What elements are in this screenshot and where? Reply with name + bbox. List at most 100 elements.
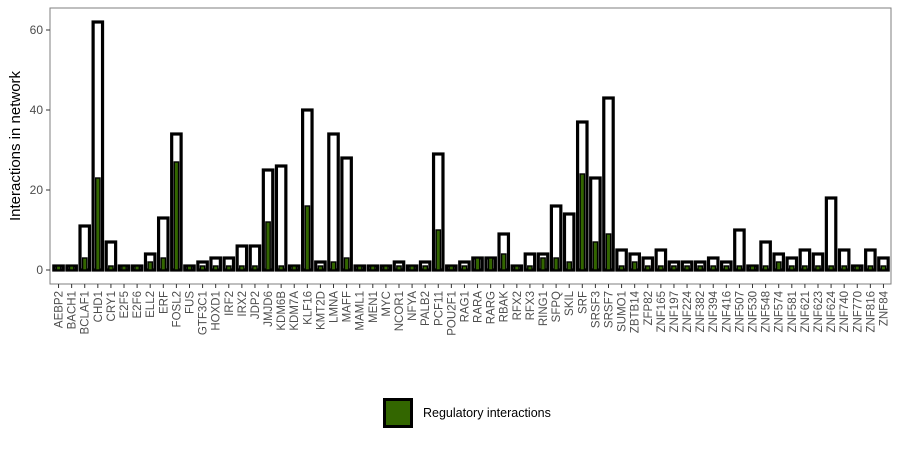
bar-regulatory-rfx2 xyxy=(513,265,520,271)
bar-regulatory-srf xyxy=(579,173,586,271)
x-tick-label-palb2: PALB2 xyxy=(420,291,432,326)
bar-regulatory-irf2 xyxy=(225,265,232,271)
bar-regulatory-ell2 xyxy=(147,261,154,271)
bar-regulatory-znf623 xyxy=(815,265,821,271)
bar-regulatory-bach1 xyxy=(68,265,75,271)
x-tick-label-znf416: ZNF416 xyxy=(721,291,733,333)
x-axis: AEBP2 BACH1 BCLAF1 CHD1 CRY1 E2F5 E2F6 ELL2 ERF F… xyxy=(54,284,890,336)
x-tick-label-rag1: RAG1 xyxy=(459,291,471,322)
bar-regulatory-e2f5 xyxy=(121,265,127,271)
bar-regulatory-znf621 xyxy=(802,265,808,271)
x-tick-label-e2f5: E2F5 xyxy=(119,291,131,319)
x-tick-label-cry1: CRY1 xyxy=(106,291,118,321)
x-tick-label-znf197: ZNF197 xyxy=(669,291,681,333)
x-tick-label-hoxd1: HOXD1 xyxy=(211,291,223,331)
bar-regulatory-myc xyxy=(383,265,389,271)
bar-regulatory-znf548 xyxy=(762,265,769,271)
x-tick-label-znf224: ZNF224 xyxy=(682,290,694,332)
x-tick-label-lmna: LMNA xyxy=(329,291,341,323)
bar-regulatory-bclaf1 xyxy=(81,257,88,271)
bar-total-lmna xyxy=(327,132,340,272)
bar-regulatory-rbak xyxy=(500,253,507,271)
x-tick-label-rfx3: RFX3 xyxy=(525,291,537,320)
bar-regulatory-rag1 xyxy=(461,265,468,271)
bar-regulatory-znf197 xyxy=(671,265,677,271)
y-tick-label: 20 xyxy=(30,183,44,197)
bar-regulatory-sumo1 xyxy=(618,265,625,271)
bar-regulatory-cry1 xyxy=(108,265,114,271)
bar-regulatory-znf224 xyxy=(684,265,690,271)
bar-chart-svg: 0 20 40 60 AEBP2 BACH1 BCLAF1 CHD1 CRY1 E2F5 E2F6… xyxy=(7,7,892,336)
bar-regulatory-zfp82 xyxy=(644,265,651,271)
bar-total-maff xyxy=(340,156,353,272)
bar-regulatory-kdm6b xyxy=(278,265,285,271)
bar-regulatory-znf624 xyxy=(828,265,834,271)
bar-regulatory-jmjd6 xyxy=(265,221,271,271)
bar-regulatory-skil xyxy=(566,261,573,271)
x-tick-label-znf624: ZNF624 xyxy=(826,290,838,332)
x-tick-label-ring1: RING1 xyxy=(538,291,550,326)
x-tick-label-fus: FUS xyxy=(184,291,196,314)
y-tick-label: 40 xyxy=(30,103,44,117)
plot-panel xyxy=(49,7,892,285)
legend-swatch-regulatory xyxy=(383,398,413,428)
bar-regulatory-fosl2 xyxy=(173,161,180,271)
x-tick-label-myc: MYC xyxy=(381,291,393,317)
bar-regulatory-srsf7 xyxy=(605,233,612,271)
x-tick-label-ncor1: NCOR1 xyxy=(394,291,406,331)
x-tick-label-maml1: MAML1 xyxy=(355,291,367,331)
x-tick-label-kmt2d: KMT2D xyxy=(315,291,327,330)
x-tick-label-zbtb14: ZBTB14 xyxy=(630,290,642,333)
x-tick-label-znf621: ZNF621 xyxy=(800,291,812,333)
x-tick-label-jmjd6: JMJD6 xyxy=(263,291,275,327)
x-tick-label-rfx2: RFX2 xyxy=(512,291,524,320)
bars-layer xyxy=(52,20,890,272)
bar-regulatory-sfpq xyxy=(553,257,559,271)
x-tick-label-bclaf1: BCLAF1 xyxy=(80,291,92,334)
bar-regulatory-klf16 xyxy=(304,205,311,271)
bar-regulatory-znf416 xyxy=(723,265,730,271)
bar-regulatory-znf382 xyxy=(697,265,704,271)
bar-regulatory-gtf3c1 xyxy=(199,265,206,271)
x-tick-label-ell2: ELL2 xyxy=(145,291,157,318)
y-tick-label: 60 xyxy=(30,23,44,37)
bar-regulatory-nfya xyxy=(409,265,415,271)
bar-regulatory-jdp2 xyxy=(252,265,258,271)
x-tick-label-maff: MAFF xyxy=(342,291,354,322)
x-tick-label-znf574: ZNF574 xyxy=(774,290,786,332)
bar-regulatory-znf816 xyxy=(867,265,874,271)
bar-regulatory-kmt2d xyxy=(317,265,324,271)
bar-regulatory-fus xyxy=(186,265,193,271)
bar-total-kdm6b xyxy=(274,164,288,272)
bar-regulatory-hoxd1 xyxy=(212,265,219,271)
x-tick-label-znf382: ZNF382 xyxy=(695,291,707,333)
bar-total-znf507 xyxy=(733,228,746,272)
x-tick-label-e2f6: E2F6 xyxy=(132,291,144,319)
bar-regulatory-erf xyxy=(160,257,167,271)
x-tick-label-rarg: RARG xyxy=(486,291,498,324)
bar-regulatory-kdm7a xyxy=(291,265,298,271)
bar-regulatory-znf507 xyxy=(736,265,743,271)
bar-regulatory-men1 xyxy=(369,265,376,271)
legend-label-regulatory: Regulatory interactions xyxy=(423,406,551,420)
x-tick-label-rbak: RBAK xyxy=(499,291,511,323)
x-tick-label-bach1: BACH1 xyxy=(67,291,79,329)
x-tick-label-znf623: ZNF623 xyxy=(813,291,825,333)
legend: Regulatory interactions xyxy=(383,398,551,428)
bar-regulatory-znf394 xyxy=(710,265,717,271)
x-tick-label-erf: ERF xyxy=(158,291,170,314)
x-tick-label-znf740: ZNF740 xyxy=(839,291,851,333)
x-tick-label-pou2f1: POU2F1 xyxy=(446,291,458,336)
bar-regulatory-znf574 xyxy=(775,261,782,271)
x-tick-label-zfp82: ZFP82 xyxy=(643,291,655,326)
x-tick-label-srsf3: SRSF3 xyxy=(590,291,602,328)
bar-regulatory-lmna xyxy=(330,261,337,271)
x-tick-label-znf548: ZNF548 xyxy=(761,291,773,333)
x-tick-label-srsf7: SRSF7 xyxy=(603,291,615,328)
bar-regulatory-palb2 xyxy=(422,265,429,271)
bar-regulatory-rfx3 xyxy=(527,265,533,271)
bar-regulatory-znf581 xyxy=(788,265,795,271)
y-axis: 0 20 40 60 xyxy=(30,23,50,277)
bar-regulatory-znf530 xyxy=(749,265,756,271)
